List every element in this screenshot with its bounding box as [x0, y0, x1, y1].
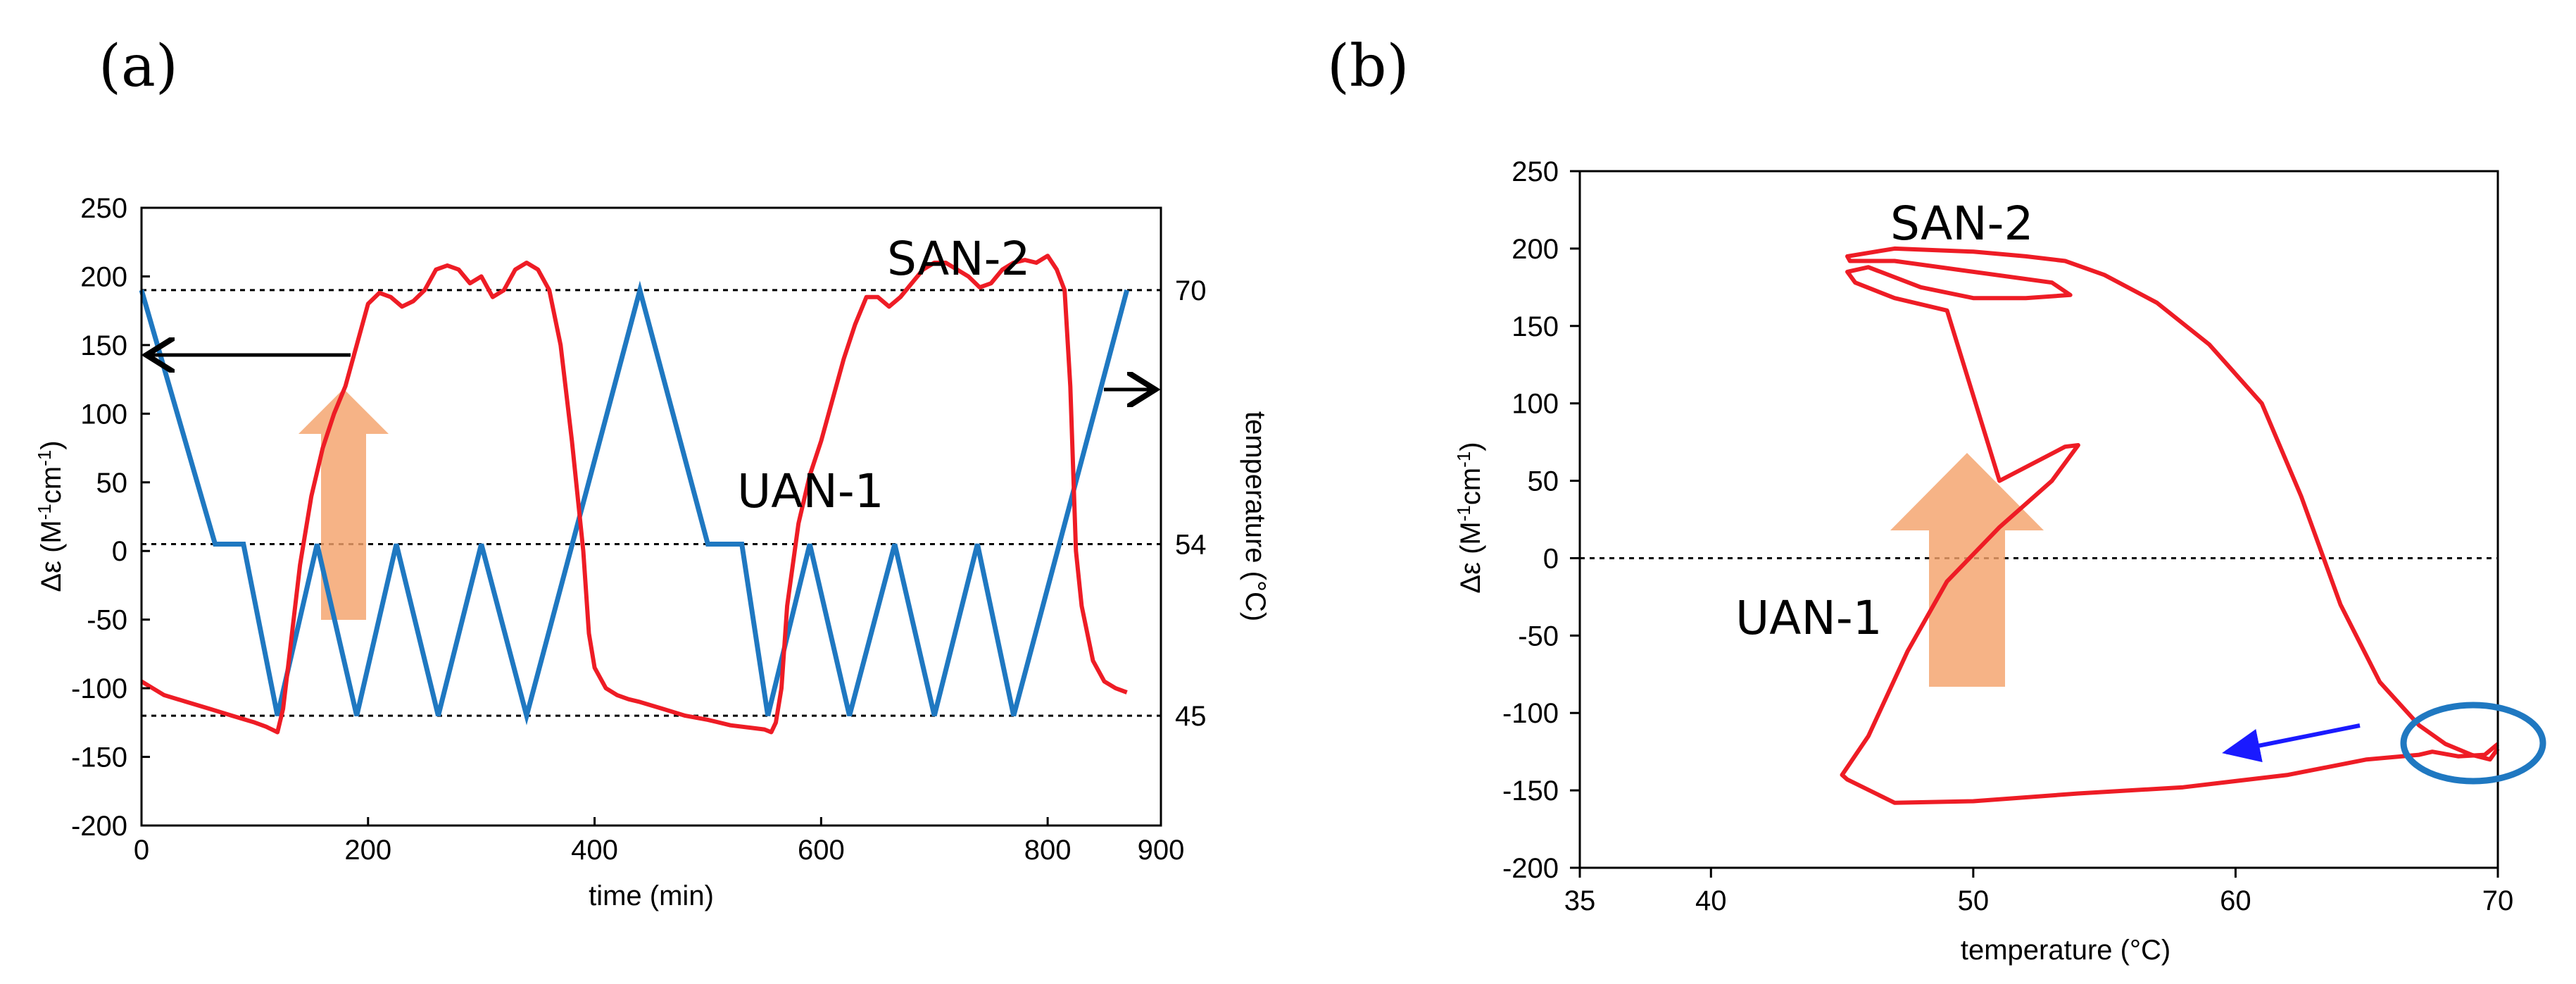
axes-ticks-b: 35 40 50 60 70 250 200 150 100 50 0 -50 -100 -150 -200: [1502, 156, 2513, 916]
chart-a: 0 200 400 600 800 900 250 200 150 100 50 0 -50 -100 -1…: [34, 193, 1271, 911]
x-tick-label-a: 600: [798, 835, 845, 866]
y-tick-label-a: 0: [112, 536, 127, 567]
y-tick-label-b: -50: [1518, 621, 1559, 652]
reference-lines-a: [142, 289, 1161, 717]
axes-ticks-a: 0 200 400 600 800 900 250 200 150 100 50 0 -50 -100 -1…: [71, 193, 1207, 866]
x-tick-label-a: 800: [1024, 835, 1072, 866]
x-tick-label-a: 0: [134, 835, 149, 866]
y-tick-label-a: 50: [96, 468, 128, 499]
y2-axis-title-a: temperature (°C): [1240, 411, 1271, 621]
delta-epsilon-line-b: [1840, 246, 2500, 805]
y-tick-label-b: -100: [1502, 698, 1559, 729]
y-tick-label-a: 100: [80, 399, 127, 430]
y-tick-label-b: -150: [1502, 776, 1559, 806]
y-tick-label-a: 250: [80, 193, 127, 224]
annotation-san2-a: SAN-2: [887, 232, 1030, 286]
chart-b: 35 40 50 60 70 250 200 150 100 50 0 -50 -100 -150 -200…: [1453, 156, 2546, 966]
x-tick-label-b: 40: [1695, 885, 1727, 916]
y-axis-title-a: Δε (M-1cm-1): [34, 440, 67, 592]
delta-epsilon-series-a: [140, 254, 1128, 735]
x-tick-label-b: 50: [1958, 885, 1990, 916]
y-axis-title-b: Δε (M-1cm-1): [1453, 442, 1486, 593]
y2-tick-label-a: 45: [1175, 701, 1207, 732]
y-tick-label-a: -50: [87, 605, 127, 636]
x-tick-label-b: 60: [2220, 885, 2251, 916]
annotation-uan1-b: UAN-1: [1735, 591, 1883, 645]
endpoint-highlight-ellipse: [2400, 702, 2546, 785]
x-tick-label-b: 70: [2482, 885, 2514, 916]
y-tick-label-b: 150: [1512, 311, 1559, 342]
y-tick-label-a: 200: [80, 261, 127, 292]
annotation-san2-b: SAN-2: [1890, 197, 2033, 251]
y-tick-label-b: 250: [1512, 156, 1559, 187]
y-tick-label-a: -100: [71, 673, 127, 704]
y2-tick-label-a: 54: [1175, 529, 1207, 560]
plot-frame-a: [140, 206, 1162, 827]
y-tick-label-a: -150: [71, 742, 127, 773]
x-axis-title-b: temperature (°C): [1961, 935, 2170, 966]
panel-label-b: (b): [1327, 33, 1409, 100]
y-tick-label-b: 100: [1512, 389, 1559, 420]
annotation-uan1-a: UAN-1: [737, 464, 884, 518]
panel-label-a: (a): [99, 33, 178, 100]
x-tick-label-a: 200: [344, 835, 391, 866]
y-tick-label-b: 200: [1512, 234, 1559, 265]
cooling-direction-arrow: [2222, 723, 2361, 763]
y2-tick-label-a: 70: [1175, 275, 1207, 306]
x-tick-label-a: 900: [1138, 835, 1185, 866]
x-tick-label-a: 400: [571, 835, 618, 866]
y-tick-label-a: -200: [71, 811, 127, 842]
plot-frame-b: [1578, 170, 2499, 869]
y-tick-label-b: 0: [1543, 543, 1559, 574]
up-arrow-b: [1890, 453, 2044, 687]
y-tick-label-b: 50: [1528, 466, 1559, 497]
delta-epsilon-series-b: [1840, 246, 2500, 805]
x-tick-label-b: 35: [1564, 885, 1596, 916]
y-tick-label-a: 150: [80, 330, 127, 361]
delta-epsilon-line-a: [140, 254, 1128, 735]
y-tick-label-b: -200: [1502, 853, 1559, 884]
x-axis-title-a: time (min): [589, 880, 714, 911]
